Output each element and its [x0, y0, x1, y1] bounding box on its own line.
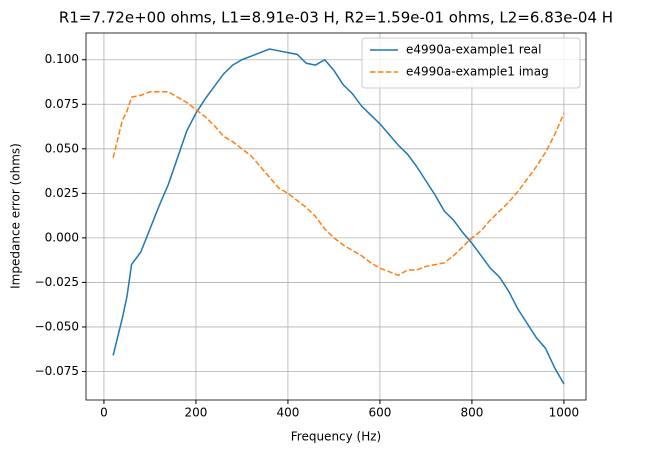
series-line — [112, 91, 565, 277]
y-tick-label: 0.025 — [45, 186, 79, 200]
x-tick-label: 200 — [184, 406, 207, 420]
y-tick-label: 0.075 — [45, 97, 79, 111]
chart-title: R1=7.72e+00 ohms, L1=8.91e-03 H, R2=1.59… — [59, 9, 613, 27]
y-tick-label: −0.050 — [35, 319, 79, 333]
y-tick-label: 0.000 — [45, 230, 79, 244]
x-tick-label: 1000 — [549, 406, 580, 420]
y-axis-label: Impedance error (ohms) — [9, 143, 23, 289]
x-axis-label: Frequency (Hz) — [291, 430, 382, 444]
x-tick-label: 400 — [276, 406, 299, 420]
legend-label: e4990a-example1 imag — [406, 65, 549, 79]
x-tick-label: 800 — [460, 406, 483, 420]
x-tick-label: 600 — [368, 406, 391, 420]
series-line — [112, 48, 565, 385]
y-tick-label: 0.100 — [45, 52, 79, 66]
legend-label: e4990a-example1 real — [406, 43, 541, 57]
x-tick-label: 0 — [100, 406, 108, 420]
plot-frame — [85, 32, 587, 401]
y-tick-label: 0.050 — [45, 141, 79, 155]
y-tick-label: −0.025 — [35, 275, 79, 289]
y-tick-label: −0.075 — [35, 364, 79, 378]
legend-box — [361, 37, 581, 89]
